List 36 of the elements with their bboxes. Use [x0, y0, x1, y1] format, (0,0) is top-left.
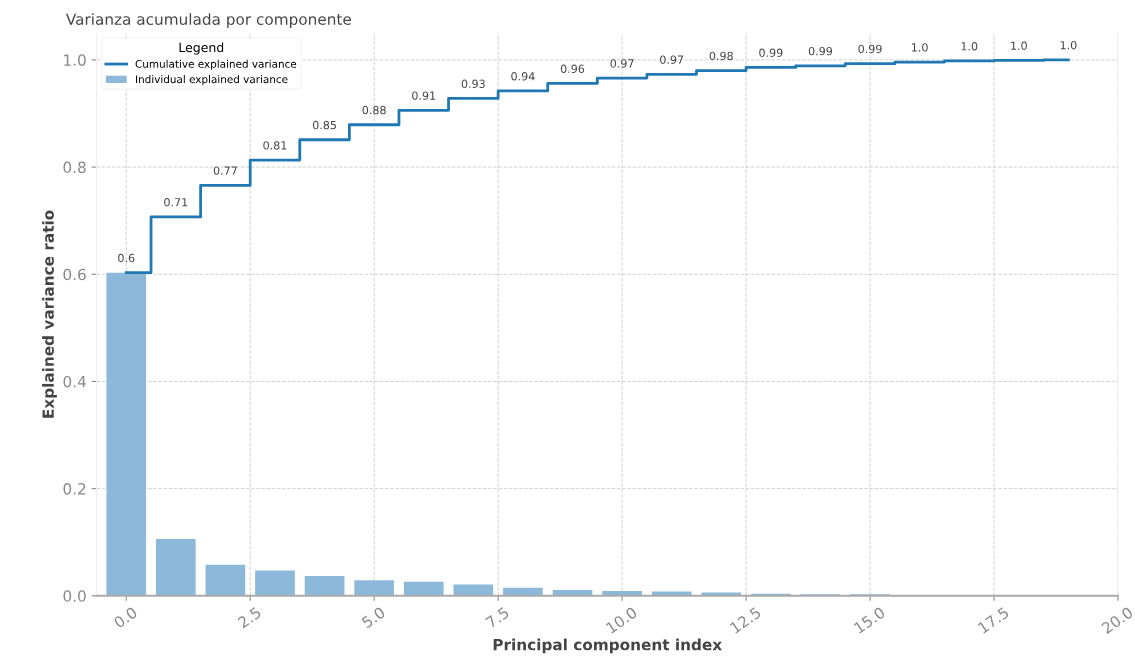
data-label: 1.0 [912, 43, 928, 52]
y-tick-label: 0.2 [63, 483, 86, 495]
data-label: 1.0 [1011, 41, 1027, 50]
data-label: 0.97 [610, 59, 634, 68]
x-tick-label: 2.5 [237, 606, 262, 629]
data-label: 0.88 [362, 105, 386, 115]
data-label: 0.77 [213, 166, 237, 175]
data-label: 0.6 [118, 253, 135, 263]
x-tick-label: 5.0 [361, 606, 386, 629]
data-label: 0.99 [858, 44, 882, 54]
data-label: 0.93 [461, 79, 485, 88]
y-tick-label: 0.8 [63, 161, 86, 174]
legend-label: Individual explained variance [136, 75, 288, 86]
data-label: 0.91 [412, 91, 436, 100]
data-label: 0.99 [808, 46, 833, 56]
y-tick-label: 0.6 [63, 268, 86, 281]
y-tick-label: 0.4 [63, 375, 86, 388]
x-axis-title: Principal component index [493, 638, 722, 654]
chart-title: Varianza acumulada por componente [65, 13, 351, 28]
data-label: 0.99 [759, 48, 783, 57]
legend-label: Cumulative explained variance [135, 59, 297, 70]
data-label: 0.98 [709, 51, 733, 61]
y-tick-label: 0.0 [63, 590, 86, 602]
data-label: 0.85 [312, 120, 336, 130]
legend-title: Legend [179, 42, 224, 55]
data-label: 0.81 [263, 141, 287, 150]
x-tick-label: 7.5 [485, 606, 510, 629]
data-label: 0.97 [660, 55, 684, 64]
data-label: 0.94 [511, 72, 535, 81]
y-tick-label: 1.0 [64, 54, 86, 66]
x-tick-label: 0.0 [113, 606, 138, 629]
y-axis-title: Explained variance ratio [42, 210, 57, 418]
data-label: 0.71 [164, 198, 188, 207]
data-label: 1.0 [961, 42, 978, 51]
data-label: 1.0 [1060, 41, 1077, 50]
data-label: 0.96 [560, 64, 585, 73]
